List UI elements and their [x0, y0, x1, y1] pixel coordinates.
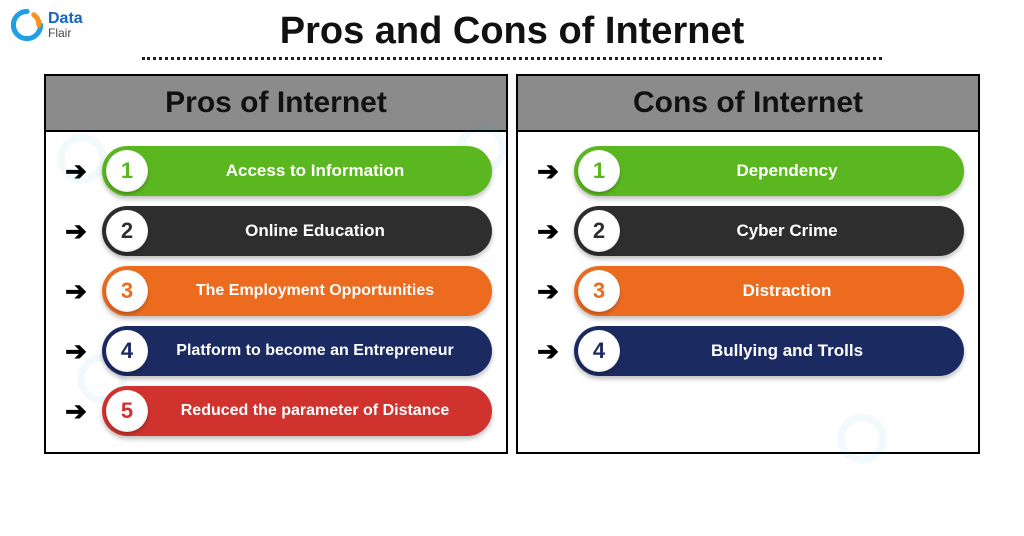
list-item: ➔ 1 Access to Information [60, 146, 492, 196]
item-pill: 1 Dependency [574, 146, 964, 196]
logo-mark-icon [10, 8, 44, 42]
item-label: Bullying and Trolls [711, 341, 863, 361]
item-label: Online Education [245, 221, 385, 241]
page-title: Pros and Cons of Internet [0, 0, 1024, 53]
list-item: ➔ 3 The Employment Opportunities [60, 266, 492, 316]
item-number: 4 [578, 330, 620, 372]
item-number: 3 [106, 270, 148, 312]
arrow-icon: ➔ [532, 156, 564, 187]
arrow-icon: ➔ [60, 336, 92, 367]
list-item: ➔ 4 Platform to become an Entrepreneur [60, 326, 492, 376]
item-pill: 3 Distraction [574, 266, 964, 316]
item-number: 3 [578, 270, 620, 312]
cons-header: Cons of Internet [518, 76, 978, 132]
arrow-icon: ➔ [60, 156, 92, 187]
cons-body: ➔ 1 Dependency ➔ 2 Cyber Crime ➔ 3 Distraction ➔ 4… [518, 132, 978, 392]
item-number: 1 [106, 150, 148, 192]
item-pill: 3 The Employment Opportunities [102, 266, 492, 316]
arrow-icon: ➔ [532, 336, 564, 367]
cons-column: Cons of Internet ➔ 1 Dependency ➔ 2 Cyber Cri… [516, 74, 980, 454]
arrow-icon: ➔ [532, 216, 564, 247]
pros-body: ➔ 1 Access to Information ➔ 2 Online Educatio… [46, 132, 506, 452]
item-label: Platform to become an Entrepreneur [176, 342, 453, 360]
brand-logo: Data Flair [10, 8, 83, 42]
item-label: Cyber Crime [736, 221, 837, 241]
item-number: 2 [106, 210, 148, 252]
item-label: The Employment Opportunities [196, 282, 434, 300]
item-number: 4 [106, 330, 148, 372]
item-pill: 4 Platform to become an Entrepreneur [102, 326, 492, 376]
item-label: Access to Information [226, 161, 405, 181]
item-number: 2 [578, 210, 620, 252]
list-item: ➔ 3 Distraction [532, 266, 964, 316]
list-item: ➔ 1 Dependency [532, 146, 964, 196]
list-item: ➔ 4 Bullying and Trolls [532, 326, 964, 376]
logo-text-bottom: Flair [48, 27, 83, 39]
item-pill: 1 Access to Information [102, 146, 492, 196]
item-pill: 2 Cyber Crime [574, 206, 964, 256]
item-label: Distraction [743, 281, 832, 301]
list-item: ➔ 5 Reduced the parameter of Distance [60, 386, 492, 436]
arrow-icon: ➔ [60, 216, 92, 247]
pros-column: Pros of Internet ➔ 1 Access to Information… [44, 74, 508, 454]
title-underline [142, 57, 882, 60]
item-number: 1 [578, 150, 620, 192]
item-label: Reduced the parameter of Distance [181, 402, 450, 420]
columns-container: Pros of Internet ➔ 1 Access to Information… [0, 74, 1024, 454]
list-item: ➔ 2 Online Education [60, 206, 492, 256]
arrow-icon: ➔ [60, 396, 92, 427]
pros-header: Pros of Internet [46, 76, 506, 132]
logo-text-top: Data [48, 11, 83, 27]
item-pill: 5 Reduced the parameter of Distance [102, 386, 492, 436]
item-pill: 2 Online Education [102, 206, 492, 256]
item-number: 5 [106, 390, 148, 432]
item-pill: 4 Bullying and Trolls [574, 326, 964, 376]
arrow-icon: ➔ [60, 276, 92, 307]
list-item: ➔ 2 Cyber Crime [532, 206, 964, 256]
arrow-icon: ➔ [532, 276, 564, 307]
item-label: Dependency [736, 161, 837, 181]
